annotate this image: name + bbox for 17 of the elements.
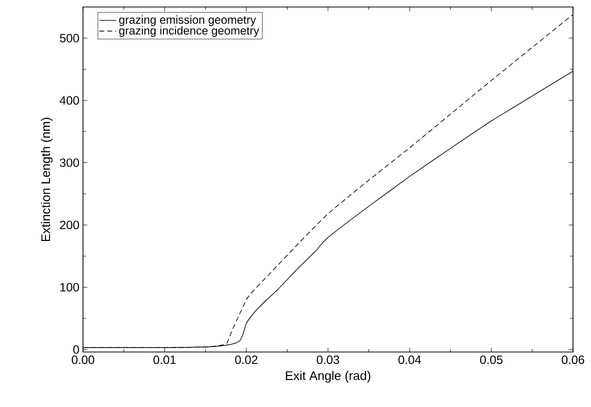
x-tick-label: 0.01 [153, 356, 176, 364]
legend-label: grazing emission geometry [119, 15, 256, 26]
y-tick-label: 100 [60, 282, 79, 292]
x-tick-label: 0.06 [562, 356, 584, 364]
y-axis-title: Extinction Length (nm) [40, 118, 53, 242]
y-tick-label: 300 [60, 158, 79, 167]
x-tick-label: 0.04 [398, 356, 421, 364]
legend-label: grazing incidence geometry [119, 26, 260, 37]
x-tick-label: 0.05 [480, 356, 503, 364]
x-axis-title: Exit Angle (rad) [286, 370, 370, 383]
y-tick-label: 200 [60, 220, 79, 230]
y-tick-label: 0 [73, 345, 80, 354]
y-tick-label: 400 [60, 96, 79, 105]
x-tick-label: 0.03 [316, 356, 340, 364]
x-tick-label: 0.00 [72, 356, 94, 364]
y-tick-label: 500 [60, 34, 79, 42]
x-tick-label: 0.02 [235, 356, 258, 364]
